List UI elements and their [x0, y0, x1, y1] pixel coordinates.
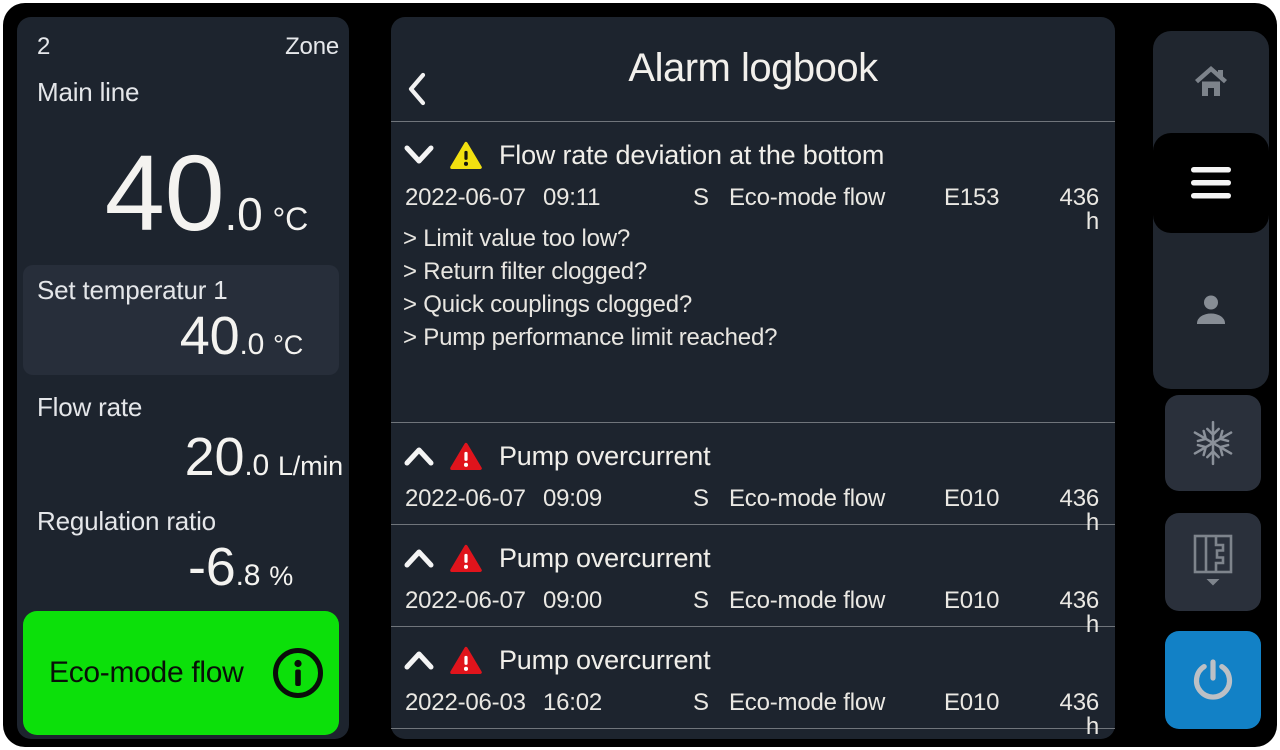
- flow-rate-value: 20.0 L/min: [184, 427, 344, 487]
- alarm-time: 09:09: [543, 485, 603, 512]
- alarm-entry: Pump overcurrent 2022-06-03 16:02 S Eco-…: [391, 643, 1115, 739]
- chevron-toggle-icon[interactable]: [403, 445, 435, 467]
- alarm-runtime: 436 h: [1059, 689, 1100, 740]
- mold-button[interactable]: [1165, 513, 1261, 611]
- alarm-time: 09:00: [543, 587, 603, 614]
- alarm-time: 09:11: [543, 184, 601, 211]
- back-chevron-icon: [405, 71, 429, 107]
- alarm-date: 2022-06-03: [405, 689, 526, 716]
- alarm-mode: Eco-mode flow: [729, 587, 886, 614]
- alarm-entry-header[interactable]: Pump overcurrent: [403, 439, 1101, 473]
- divider: [391, 626, 1115, 627]
- alarm-severity-icon: [450, 646, 482, 675]
- power-button[interactable]: [1165, 631, 1261, 729]
- alarm-detail-row: 2022-06-07 09:00 S Eco-mode flow E010 43…: [405, 587, 1099, 637]
- alarm-code: E153: [944, 184, 1000, 211]
- alarm-hint-line: > Quick couplings clogged?: [403, 291, 692, 318]
- alarm-flag: S: [693, 689, 709, 716]
- alarm-severity-icon: [450, 442, 482, 471]
- alarm-detail-row: 2022-06-03 16:02 S Eco-mode flow E010 43…: [405, 689, 1099, 739]
- alarm-severity-icon: [450, 544, 482, 573]
- info-icon: [271, 646, 325, 700]
- eco-mode-label: Eco-mode flow: [49, 656, 244, 689]
- power-icon: [1189, 656, 1237, 704]
- alarm-title: Pump overcurrent: [499, 440, 711, 471]
- alarm-code: E010: [944, 587, 1000, 614]
- main-line-value: 40.0 °C: [104, 132, 308, 253]
- alarm-flag: S: [693, 184, 709, 211]
- zone-label: Zone: [285, 33, 339, 60]
- sidebar: [1153, 17, 1269, 739]
- eco-mode-button[interactable]: Eco-mode flow: [23, 611, 339, 735]
- set-temperature-box[interactable]: Set temperatur 1 40.0 °C: [23, 265, 339, 375]
- alarm-title: Pump overcurrent: [499, 542, 711, 573]
- main-line-label: Main line: [37, 77, 140, 107]
- alarm-entry-header[interactable]: Pump overcurrent: [403, 643, 1101, 677]
- set-temperature-label: Set temperatur 1: [37, 275, 228, 305]
- menu-button[interactable]: [1153, 133, 1269, 233]
- regulation-ratio-value: -6.8%: [187, 537, 293, 597]
- alarm-date: 2022-06-07: [405, 184, 526, 211]
- mold-icon: [1192, 533, 1234, 591]
- alarm-runtime: 436 h: [1059, 184, 1100, 235]
- alarm-date: 2022-06-07: [405, 587, 526, 614]
- alarm-code: E010: [944, 485, 1000, 512]
- device-screen: 2 Zone Main line 40.0 °C Set temperatur 1…: [3, 3, 1277, 747]
- flow-rate-label: Flow rate: [37, 392, 143, 422]
- alarm-panel-header: Alarm logbook: [391, 17, 1115, 122]
- zone-header: 2 Zone: [37, 33, 339, 61]
- alarm-runtime: 436 h: [1059, 587, 1100, 638]
- alarm-entry-header[interactable]: Pump overcurrent: [403, 541, 1101, 575]
- divider: [391, 422, 1115, 423]
- chevron-toggle-icon[interactable]: [403, 547, 435, 569]
- alarm-mode: Eco-mode flow: [729, 184, 886, 211]
- alarm-logbook-panel: Alarm logbook Flow rate deviation at the…: [391, 17, 1115, 739]
- chevron-toggle-icon[interactable]: [403, 649, 435, 671]
- user-icon: [1190, 291, 1232, 333]
- alarm-hint-line: > Pump performance limit reached?: [403, 324, 778, 351]
- alarm-mode: Eco-mode flow: [729, 689, 886, 716]
- zone-panel: 2 Zone Main line 40.0 °C Set temperatur 1…: [17, 17, 349, 739]
- alarm-runtime: 436 h: [1059, 485, 1100, 536]
- alarm-date: 2022-06-07: [405, 485, 526, 512]
- alarm-entry: Pump overcurrent 2022-06-07 09:09 S Eco-…: [391, 439, 1115, 535]
- divider: [391, 524, 1115, 525]
- snowflake-icon: [1189, 419, 1237, 467]
- alarm-mode: Eco-mode flow: [729, 485, 886, 512]
- alarm-time: 16:02: [543, 689, 603, 716]
- alarm-entry: Flow rate deviation at the bottom 2022-0…: [391, 138, 1115, 423]
- alarm-flag: S: [693, 587, 709, 614]
- alarm-entry: Pump overcurrent 2022-06-07 09:00 S Eco-…: [391, 541, 1115, 637]
- user-button[interactable]: [1153, 235, 1269, 389]
- menu-icon: [1191, 167, 1231, 199]
- alarm-entry-header[interactable]: Flow rate deviation at the bottom: [403, 138, 1101, 172]
- back-button[interactable]: [405, 71, 429, 107]
- alarm-entry-list: Flow rate deviation at the bottom 2022-0…: [391, 138, 1115, 739]
- alarm-title: Pump overcurrent: [499, 644, 711, 675]
- alarm-detail-row: 2022-06-07 09:09 S Eco-mode flow E010 43…: [405, 485, 1099, 535]
- alarm-hint-line: > Limit value too low?: [403, 225, 631, 252]
- home-icon: [1191, 62, 1231, 100]
- home-button[interactable]: [1153, 31, 1269, 131]
- divider: [391, 728, 1115, 729]
- alarm-flag: S: [693, 485, 709, 512]
- alarm-hints: > Limit value too low? > Return filter cl…: [403, 222, 1115, 354]
- alarm-title: Flow rate deviation at the bottom: [499, 139, 885, 170]
- zone-number: 2: [37, 33, 51, 60]
- alarm-hint-line: > Return filter clogged?: [403, 258, 648, 285]
- chevron-toggle-icon[interactable]: [403, 144, 435, 166]
- regulation-ratio-label: Regulation ratio: [37, 506, 216, 536]
- cooling-button[interactable]: [1165, 395, 1261, 491]
- nav-rail: [1153, 31, 1269, 389]
- page-title: Alarm logbook: [628, 46, 878, 90]
- alarm-severity-icon: [450, 141, 482, 170]
- alarm-code: E010: [944, 689, 1000, 716]
- alarm-detail-row: 2022-06-07 09:11 S Eco-mode flow E153 43…: [405, 184, 1099, 234]
- set-temperature-value: 40.0 °C: [179, 306, 303, 366]
